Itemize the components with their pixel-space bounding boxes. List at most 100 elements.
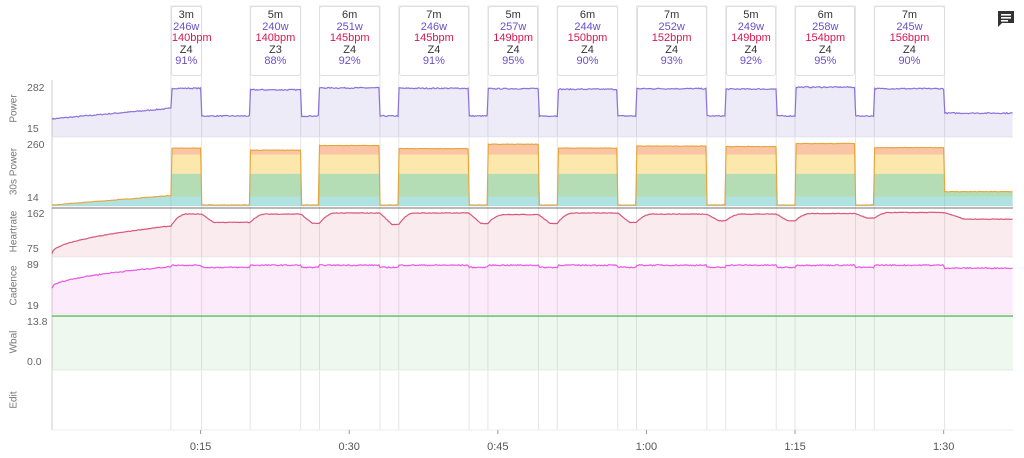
interval-hr: 152bpm <box>651 32 692 44</box>
y-min-label: 19 <box>27 300 39 312</box>
interval-zone: Z4 <box>903 43 916 56</box>
interval-duration: 7m <box>901 9 918 21</box>
interval-hr: 145bpm <box>329 32 370 44</box>
interval-hr: 145bpm <box>414 32 454 44</box>
interval-column-2 <box>249 5 302 431</box>
interval-power: 246w <box>173 20 200 33</box>
cadence-series-area <box>52 264 1013 314</box>
y-max-label: 282 <box>27 82 45 94</box>
interval-hr: 149bpm <box>493 32 534 44</box>
y-min-label: 14 <box>27 192 39 204</box>
interval-zone: Z4 <box>744 43 758 56</box>
power-series-line <box>51 85 1013 120</box>
y-min-label: 0.0 <box>27 356 42 368</box>
power30s-zone-band-1 <box>52 196 1013 206</box>
interval-label-4[interactable]: 7m 246w 145bpm Z4 91% <box>398 6 470 76</box>
interval-power: 246w <box>420 20 448 33</box>
panel-label-power: Power <box>9 94 20 123</box>
x-tick-label-5: 1:15 <box>784 441 805 453</box>
interval-power: 251w <box>336 20 363 33</box>
panel-label-wbal: Wbal <box>9 331 20 354</box>
x-tick-label-4: 1:00 <box>636 441 657 453</box>
interval-duration: 6m <box>817 9 833 21</box>
interval-zone: Z4 <box>581 43 594 56</box>
y-max-label: 260 <box>27 139 45 151</box>
power30s-series-line <box>51 142 1013 206</box>
interval-pct: 90% <box>898 55 921 67</box>
interval-duration: 6m <box>579 9 596 21</box>
interval-duration: 5m <box>743 9 759 21</box>
interval-pct: 93% <box>660 55 683 67</box>
interval-label-1[interactable]: 3m 246w 140bpm Z4 91% <box>170 6 212 76</box>
interval-label-7[interactable]: 7m 252w 152bpm Z4 93% <box>636 6 707 76</box>
interval-duration: 3m <box>178 9 194 21</box>
x-tick-label-2: 0:30 <box>339 441 360 453</box>
interval-zone: Z4 <box>343 43 357 56</box>
cadence-series-line <box>51 263 1013 289</box>
interval-pct: 92% <box>338 55 361 67</box>
interval-column-8 <box>725 5 777 431</box>
interval-label-3[interactable]: 6m 251w 145bpm Z4 92% <box>319 6 380 76</box>
power-series-area <box>52 86 1013 137</box>
interval-power: 252w <box>658 20 685 33</box>
interval-power: 244w <box>574 20 601 33</box>
interval-pct: 95% <box>814 55 837 67</box>
interval-pct: 95% <box>502 55 525 67</box>
interval-label-8[interactable]: 5m 249w 149bpm Z4 92% <box>725 6 777 76</box>
y-max-label: 162 <box>27 208 45 220</box>
interval-zone: Z4 <box>665 43 679 56</box>
interval-duration: 5m <box>267 9 284 21</box>
interval-power: 245w <box>896 20 923 33</box>
panel-label-edit: Edit <box>9 391 20 408</box>
wbal-series-area <box>52 316 1013 370</box>
interval-column-1 <box>170 5 203 431</box>
y-max-label: 13.8 <box>27 316 48 328</box>
interval-duration: 7m <box>426 9 442 21</box>
panel-label-cadence: Cadence <box>9 265 20 305</box>
interval-duration: 5m <box>505 9 521 21</box>
x-tick-label-3: 0:45 <box>487 441 508 453</box>
y-min-label: 15 <box>27 123 39 135</box>
interval-label-6[interactable]: 6m 244w 150bpm Z4 90% <box>557 6 618 76</box>
heartrate-series-line <box>51 211 1013 254</box>
interval-power: 240w <box>262 20 289 33</box>
x-tick-label-6: 1:30 <box>933 441 954 453</box>
interval-hr: 154bpm <box>805 32 846 44</box>
heartrate-series-area <box>52 212 1013 257</box>
interval-column-10 <box>873 5 946 431</box>
interval-zone: Z4 <box>506 43 520 56</box>
interval-power: 258w <box>812 20 839 33</box>
power30s-zone-band-4 <box>52 143 1013 155</box>
interval-pct: 88% <box>264 55 287 67</box>
chat-comment-icon[interactable] <box>995 8 1017 30</box>
interval-pct: 90% <box>576 55 599 67</box>
interval-label-2[interactable]: 5m 240w 140bpm Z3 88% <box>250 6 301 76</box>
y-max-label: 89 <box>27 259 39 271</box>
interval-pct: 91% <box>422 55 445 67</box>
interval-power: 257w <box>500 20 527 33</box>
interval-zone: Z4 <box>427 43 441 56</box>
interval-zone: Z3 <box>268 43 282 56</box>
interval-label-10[interactable]: 7m 245w 156bpm Z4 90% <box>874 6 945 76</box>
interval-hr: 140bpm <box>255 32 296 44</box>
interval-zone: Z4 <box>179 43 193 56</box>
x-tick-label-1: 0:15 <box>190 441 211 453</box>
interval-hr: 156bpm <box>889 32 930 44</box>
power30s-zone-band-3 <box>52 154 1013 174</box>
interval-pct: 92% <box>739 55 762 67</box>
interval-zone: Z4 <box>818 43 832 56</box>
panel-label-30s-power: 30s Power <box>9 147 20 195</box>
interval-power: 249w <box>737 20 765 33</box>
interval-hr: 140bpm <box>171 32 212 44</box>
panel-label-heartrate: Heartrate <box>9 210 20 252</box>
y-min-label: 75 <box>27 243 39 255</box>
interval-duration: 7m <box>664 9 680 21</box>
power30s-zone-band-2 <box>52 173 1013 197</box>
interval-hr: 149bpm <box>731 32 771 44</box>
interval-label-5[interactable]: 5m 257w 149bpm Z4 95% <box>487 6 539 76</box>
interval-column-6 <box>556 5 619 431</box>
interval-column-5 <box>487 5 539 431</box>
interval-duration: 6m <box>342 9 358 21</box>
interval-label-9[interactable]: 6m 258w 154bpm Z4 95% <box>795 6 856 76</box>
